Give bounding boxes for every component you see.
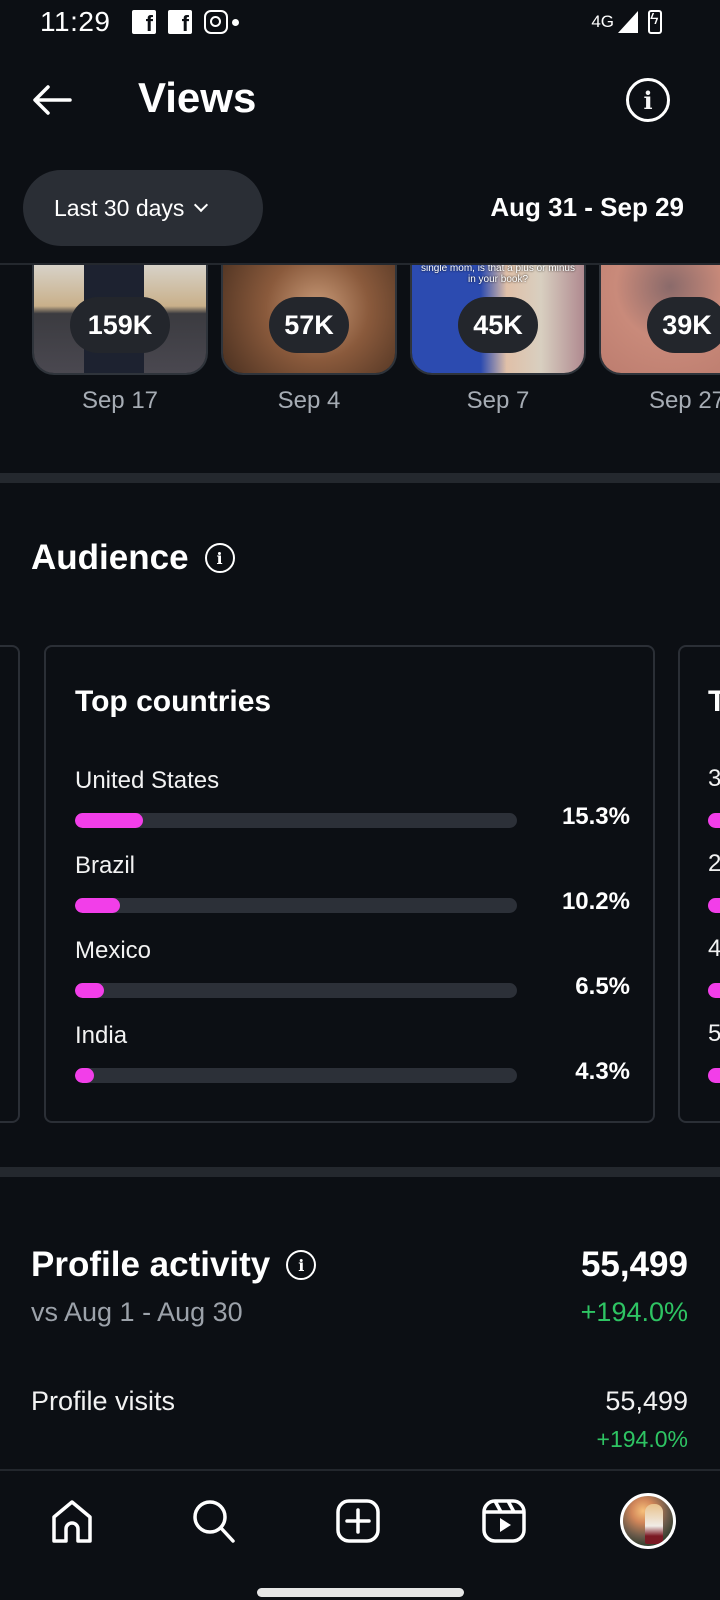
top-countries-card: Top countries United States 15.3% Brazil… <box>44 645 655 1123</box>
country-name: Mexico <box>75 937 152 964</box>
peek-row-label: 3 <box>708 765 720 792</box>
bar-fill <box>75 983 104 998</box>
top-content-carousel[interactable]: 159K Sep 17 57K Sep 4 single mom, is tha… <box>0 265 720 435</box>
audience-section-title: Audience i <box>31 538 235 578</box>
peek-bar-fill <box>708 898 720 913</box>
info-icon[interactable]: i <box>204 543 235 573</box>
filter-row: Last 30 days Aug 31 - Sep 29 <box>0 170 720 246</box>
comparison-period: vs Aug 1 - Aug 30 <box>31 1297 243 1327</box>
country-row: Brazil 10.2% <box>75 852 630 932</box>
peek-row-label: 4 <box>708 935 720 962</box>
bar-fill <box>75 813 143 828</box>
country-percent: 15.3% <box>561 803 630 830</box>
audience-title-text: Audience <box>31 538 189 577</box>
bar-track <box>75 898 517 913</box>
country-percent: 4.3% <box>575 1058 630 1085</box>
thumbnail-date: Sep 17 <box>81 387 159 414</box>
bar-track <box>75 1068 517 1083</box>
profile-activity-title-text: Profile activity <box>31 1245 271 1284</box>
views-badge: 159K <box>70 297 170 353</box>
chevron-down-icon <box>194 197 209 213</box>
network-type: 4G <box>591 12 614 31</box>
back-button[interactable] <box>28 76 76 124</box>
content-thumbnail[interactable]: single mom, is that a plus or minus in y… <box>410 265 586 375</box>
date-range-dropdown-label: Last 30 days <box>54 194 185 221</box>
previous-card-peek[interactable] <box>0 645 20 1123</box>
peek-row-label: 2 <box>708 850 720 877</box>
home-icon <box>52 1500 92 1543</box>
battery-charging-icon <box>648 10 662 34</box>
card-title: Top countries <box>75 685 272 718</box>
profile-visits-value: 55,499 <box>605 1386 688 1416</box>
divider <box>0 263 720 265</box>
profile-visits-change: +194.0% <box>596 1426 688 1452</box>
country-row: United States 15.3% <box>75 767 630 847</box>
nav-search[interactable] <box>184 1491 244 1551</box>
content-thumbnail[interactable]: 57K <box>221 265 397 375</box>
nav-profile[interactable] <box>618 1491 678 1551</box>
peek-bar-fill <box>708 813 720 828</box>
info-button[interactable]: i <box>626 78 670 122</box>
profile-activity-total: 55,499 <box>580 1245 688 1284</box>
status-time: 11:29 <box>40 6 111 37</box>
home-indicator[interactable] <box>257 1588 464 1597</box>
status-bar: 11:29 4G <box>0 0 720 48</box>
nav-home[interactable] <box>42 1491 102 1551</box>
country-row: India 4.3% <box>75 1022 630 1102</box>
arrow-left-icon <box>33 85 72 115</box>
bar-fill <box>75 1068 94 1083</box>
section-divider <box>0 1167 720 1177</box>
next-card-peek[interactable]: T 3 2 4 5 <box>678 645 720 1123</box>
country-name: United States <box>75 767 220 794</box>
page-title: Views <box>138 74 257 121</box>
bottom-navigation <box>0 1469 720 1600</box>
bar-track <box>75 983 517 998</box>
section-divider <box>0 473 720 483</box>
info-icon: i <box>643 85 653 115</box>
more-notifications-dot-icon <box>232 18 239 26</box>
views-badge: 39K <box>647 297 720 353</box>
reels-icon <box>482 1499 526 1543</box>
content-thumbnail[interactable]: 39K <box>599 265 720 375</box>
nav-reels[interactable] <box>474 1491 534 1551</box>
add-post-icon <box>336 1499 380 1543</box>
country-name: India <box>75 1022 128 1049</box>
bar-fill <box>75 898 120 913</box>
peek-row-label: 5 <box>708 1020 720 1047</box>
notification-icons <box>132 10 239 37</box>
peek-bar-fill <box>708 1068 720 1083</box>
nav-create[interactable] <box>328 1491 388 1551</box>
system-icons: 4G <box>591 10 662 34</box>
thumbnail-date: Sep 7 <box>466 387 530 414</box>
views-badge: 45K <box>458 297 538 353</box>
country-row: Mexico 6.5% <box>75 937 630 1017</box>
signal-icon <box>618 11 638 33</box>
thumbnail-date: Sep 4 <box>277 387 341 414</box>
content-thumbnail[interactable]: 159K <box>32 265 208 375</box>
instagram-icon <box>204 10 228 34</box>
thumbnail-date: Sep 27 <box>648 387 720 414</box>
app-header: Views i <box>0 60 720 140</box>
country-percent: 10.2% <box>561 888 630 915</box>
facebook-icon <box>132 10 156 37</box>
date-range-dropdown[interactable]: Last 30 days <box>23 170 263 246</box>
facebook-icon <box>168 10 192 37</box>
peek-card-title: T <box>708 685 720 718</box>
thumbnail-caption: single mom, is that a plus or minus in y… <box>421 265 575 285</box>
country-percent: 6.5% <box>575 973 630 1000</box>
profile-activity-change: +194.0% <box>580 1297 688 1327</box>
date-range-text: Aug 31 - Sep 29 <box>490 192 684 222</box>
bar-track <box>75 813 517 828</box>
profile-activity-title: Profile activity i <box>31 1245 317 1285</box>
profile-visits-label: Profile visits <box>31 1386 176 1416</box>
peek-bar-fill <box>708 983 720 998</box>
info-icon[interactable]: i <box>286 1250 317 1280</box>
country-name: Brazil <box>75 852 136 879</box>
views-badge: 57K <box>269 297 349 353</box>
search-icon <box>193 1500 235 1543</box>
avatar <box>620 1493 676 1549</box>
